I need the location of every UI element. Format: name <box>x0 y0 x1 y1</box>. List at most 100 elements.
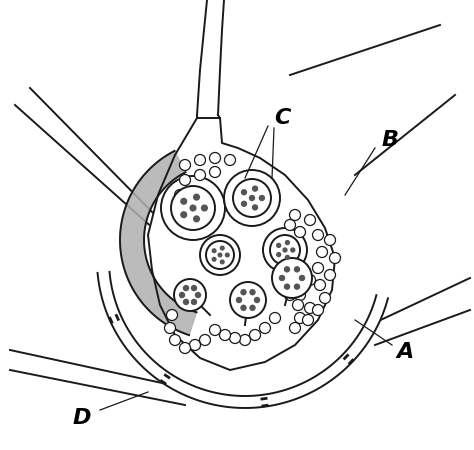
Circle shape <box>174 279 206 311</box>
Text: C: C <box>274 108 290 128</box>
Circle shape <box>277 252 281 256</box>
Circle shape <box>253 186 257 191</box>
Circle shape <box>190 186 201 198</box>
Circle shape <box>180 159 191 171</box>
Circle shape <box>294 289 306 301</box>
Circle shape <box>325 234 336 246</box>
Circle shape <box>319 292 330 303</box>
Circle shape <box>263 228 307 272</box>
Circle shape <box>212 257 216 261</box>
Circle shape <box>285 241 289 244</box>
Circle shape <box>280 279 291 291</box>
Circle shape <box>212 249 216 252</box>
Text: D: D <box>73 408 91 428</box>
Circle shape <box>224 170 280 226</box>
Circle shape <box>294 267 300 272</box>
Circle shape <box>166 310 177 320</box>
Circle shape <box>249 329 261 341</box>
Circle shape <box>312 305 323 315</box>
Circle shape <box>233 179 271 217</box>
Circle shape <box>183 286 189 291</box>
Circle shape <box>242 201 246 206</box>
Circle shape <box>230 282 266 318</box>
Circle shape <box>194 216 200 222</box>
Circle shape <box>171 186 215 230</box>
Circle shape <box>161 176 225 240</box>
Circle shape <box>290 323 301 333</box>
Circle shape <box>241 305 246 310</box>
Circle shape <box>294 284 300 289</box>
Circle shape <box>180 342 191 354</box>
Circle shape <box>272 258 312 298</box>
Circle shape <box>183 299 189 305</box>
Circle shape <box>191 286 197 291</box>
Polygon shape <box>98 271 388 408</box>
Circle shape <box>218 253 222 257</box>
Polygon shape <box>197 0 224 115</box>
Circle shape <box>291 248 295 252</box>
Circle shape <box>237 297 241 302</box>
Circle shape <box>190 205 196 211</box>
Circle shape <box>284 289 295 301</box>
Circle shape <box>290 210 301 220</box>
Circle shape <box>253 205 257 210</box>
Circle shape <box>317 247 328 257</box>
Circle shape <box>181 212 187 218</box>
Circle shape <box>259 196 264 200</box>
Circle shape <box>259 323 271 333</box>
Circle shape <box>219 329 230 341</box>
Circle shape <box>180 175 191 185</box>
Circle shape <box>180 292 184 297</box>
Circle shape <box>200 235 240 275</box>
Circle shape <box>201 205 207 211</box>
Circle shape <box>304 215 316 225</box>
Circle shape <box>181 198 187 204</box>
Circle shape <box>210 166 220 177</box>
Circle shape <box>195 292 201 297</box>
Circle shape <box>170 334 181 346</box>
Circle shape <box>239 334 250 346</box>
Circle shape <box>315 279 326 291</box>
Circle shape <box>277 243 281 248</box>
Circle shape <box>191 299 197 305</box>
Circle shape <box>270 235 300 265</box>
Circle shape <box>242 190 246 195</box>
Circle shape <box>194 154 206 166</box>
Circle shape <box>312 262 323 274</box>
Circle shape <box>284 267 290 272</box>
Circle shape <box>200 334 210 346</box>
Circle shape <box>302 315 313 325</box>
Circle shape <box>174 189 185 201</box>
Circle shape <box>312 230 323 240</box>
Circle shape <box>206 241 234 269</box>
Circle shape <box>285 256 289 259</box>
Polygon shape <box>148 118 335 370</box>
Circle shape <box>283 248 287 252</box>
Circle shape <box>284 220 295 230</box>
Circle shape <box>294 226 306 238</box>
Circle shape <box>304 274 316 285</box>
Circle shape <box>194 170 206 180</box>
Circle shape <box>329 252 340 264</box>
Circle shape <box>220 260 224 264</box>
Circle shape <box>300 275 304 280</box>
Polygon shape <box>120 151 197 335</box>
Circle shape <box>210 153 220 163</box>
Circle shape <box>249 196 255 200</box>
Circle shape <box>292 300 303 310</box>
Circle shape <box>270 312 281 324</box>
Circle shape <box>194 194 200 200</box>
Text: A: A <box>396 342 414 362</box>
Circle shape <box>164 323 175 333</box>
Circle shape <box>304 302 316 314</box>
Circle shape <box>250 290 255 295</box>
Circle shape <box>250 305 255 310</box>
Circle shape <box>220 246 224 250</box>
Circle shape <box>210 324 220 336</box>
Circle shape <box>280 275 284 280</box>
Circle shape <box>294 312 306 324</box>
Text: B: B <box>382 130 399 150</box>
Circle shape <box>241 290 246 295</box>
Circle shape <box>190 339 201 351</box>
Circle shape <box>284 284 290 289</box>
